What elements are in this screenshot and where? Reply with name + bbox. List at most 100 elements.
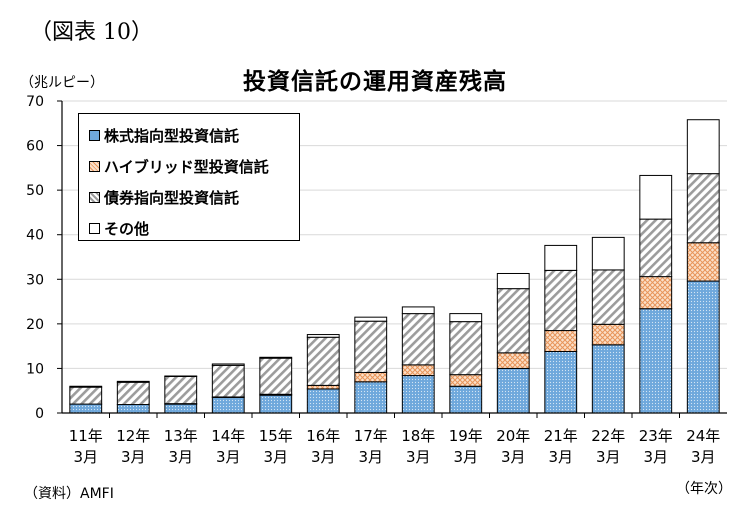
x-tick-label: 19年 bbox=[449, 427, 483, 445]
bar-segment-equity bbox=[591, 344, 625, 414]
y-tick-label: 20 bbox=[26, 317, 44, 333]
bar-segment-hybrid bbox=[354, 371, 388, 383]
legend-swatch-other bbox=[89, 223, 100, 234]
bar-segment-equity bbox=[401, 375, 435, 414]
legend-swatch-debt bbox=[89, 192, 100, 203]
legend-item: 株式指向型投資信託 bbox=[89, 120, 299, 151]
bar-segment-other bbox=[686, 119, 720, 175]
legend-label-other: その他 bbox=[104, 220, 150, 238]
bar-segment-other bbox=[211, 363, 245, 366]
x-tick-label: 3月 bbox=[596, 448, 621, 466]
legend: 株式指向型投資信託 ハイブリッド型投資信託 債券指向型投資信託 その他 bbox=[78, 113, 300, 241]
bar-segment-debt bbox=[164, 375, 198, 405]
bar-segment-debt bbox=[639, 218, 673, 278]
bar-segment-hybrid bbox=[544, 330, 578, 352]
legend-label-debt: 債券指向型投資信託 bbox=[104, 189, 240, 207]
x-tick-label: 3月 bbox=[643, 448, 668, 466]
bar-segment-equity bbox=[306, 388, 340, 414]
y-tick-label: 70 bbox=[26, 94, 44, 110]
x-tick-label: 21年 bbox=[544, 427, 578, 445]
bar-segment-equity bbox=[544, 350, 578, 414]
bar-segment-equity bbox=[259, 394, 293, 414]
bar-segment-equity bbox=[449, 385, 483, 414]
x-tick-labels: 11年 3月 12年 3月 13年 3月 14年 3月 15年 3月 16年 3月 17年 3月 18年 3月… bbox=[69, 427, 721, 466]
chart-title: 投資信託の運用資産残高 bbox=[243, 69, 507, 95]
y-tick-label: 10 bbox=[26, 361, 44, 377]
x-axis-unit-label: （年次） bbox=[676, 481, 732, 497]
bar-segment-debt bbox=[686, 173, 720, 244]
bar-segment-debt bbox=[306, 336, 340, 386]
bar-segment-hybrid bbox=[639, 276, 673, 310]
x-tick-label: 13年 bbox=[164, 427, 198, 445]
bar-segment-debt bbox=[69, 386, 103, 405]
bar-segment-equity bbox=[69, 403, 103, 414]
y-tick-label: 0 bbox=[35, 406, 44, 422]
bar-segment-other bbox=[401, 306, 435, 315]
x-tick-label: 18年 bbox=[401, 427, 435, 445]
bar-segment-debt bbox=[496, 288, 530, 354]
x-tick-label: 24年 bbox=[686, 427, 720, 445]
y-tick-label: 40 bbox=[26, 228, 44, 244]
bar-segment-hybrid bbox=[306, 384, 340, 390]
axes bbox=[57, 100, 727, 418]
source-label: （資料）AMFI bbox=[24, 486, 114, 502]
x-tick-label: 17年 bbox=[354, 427, 388, 445]
figure-label: （図表 10） bbox=[30, 20, 153, 45]
x-tick-label: 16年 bbox=[306, 427, 340, 445]
bar-segment-equity bbox=[354, 381, 388, 414]
x-tick-label: 22年 bbox=[591, 427, 625, 445]
x-tick-label: 3月 bbox=[406, 448, 431, 466]
x-tick-label: 15年 bbox=[259, 427, 293, 445]
bar-segment-debt bbox=[401, 313, 435, 366]
bar-segment-other bbox=[354, 316, 388, 322]
bar-segment-hybrid bbox=[686, 242, 720, 282]
bar-segment-debt bbox=[449, 321, 483, 376]
legend-swatch-equity bbox=[89, 130, 100, 141]
bar-segment-hybrid bbox=[496, 352, 530, 369]
x-tick-label: 3月 bbox=[311, 448, 336, 466]
x-tick-label: 14年 bbox=[211, 427, 245, 445]
legend-item: ハイブリッド型投資信託 bbox=[89, 151, 299, 182]
x-tick-label: 3月 bbox=[263, 448, 288, 466]
bar-segment-other bbox=[449, 313, 483, 323]
bar-segment-other bbox=[496, 272, 530, 290]
x-tick-label: 12年 bbox=[116, 427, 150, 445]
bar-segment-other bbox=[116, 380, 150, 383]
legend-item: その他 bbox=[89, 213, 299, 244]
bar-segment-equity bbox=[639, 308, 673, 414]
bar-segment-equity bbox=[116, 404, 150, 414]
y-tick-label: 30 bbox=[26, 272, 44, 288]
x-tick-label: 3月 bbox=[501, 448, 526, 466]
y-tick-labels: 0 10 20 30 40 50 60 70 bbox=[26, 94, 44, 422]
x-tick-label: 20年 bbox=[496, 427, 530, 445]
x-tick-label: 3月 bbox=[121, 448, 146, 466]
y-tick-label: 50 bbox=[26, 183, 44, 199]
y-axis-unit-label: （兆ルピー） bbox=[20, 75, 104, 91]
bar-segment-debt bbox=[354, 320, 388, 373]
bar-segment-other bbox=[306, 334, 340, 338]
x-tick-label: 23年 bbox=[639, 427, 673, 445]
x-tick-label: 3月 bbox=[216, 448, 241, 466]
y-tick-label: 60 bbox=[26, 139, 44, 155]
bar-segment-debt bbox=[544, 269, 578, 332]
bar-segment-other bbox=[639, 174, 673, 220]
legend-label-hybrid: ハイブリッド型投資信託 bbox=[104, 158, 269, 176]
legend-label-equity: 株式指向型投資信託 bbox=[104, 127, 240, 145]
bar-segment-equity bbox=[164, 403, 198, 414]
x-tick-label: 3月 bbox=[691, 448, 716, 466]
bar-segment-debt bbox=[259, 357, 293, 395]
x-tick-label: 3月 bbox=[453, 448, 478, 466]
bar-segment-other bbox=[164, 375, 198, 378]
bar-segment-other bbox=[259, 356, 293, 359]
bar-segment-equity bbox=[211, 396, 245, 414]
bar-segment-debt bbox=[116, 381, 150, 406]
bar-segment-other bbox=[591, 236, 625, 271]
x-tick-label: 3月 bbox=[548, 448, 573, 466]
bar-segment-equity bbox=[496, 367, 530, 414]
x-tick-label: 3月 bbox=[358, 448, 383, 466]
x-tick-label: 3月 bbox=[73, 448, 98, 466]
bar-segment-equity bbox=[686, 280, 720, 414]
legend-item: 債券指向型投資信託 bbox=[89, 182, 299, 213]
bar-segment-hybrid bbox=[591, 323, 625, 346]
